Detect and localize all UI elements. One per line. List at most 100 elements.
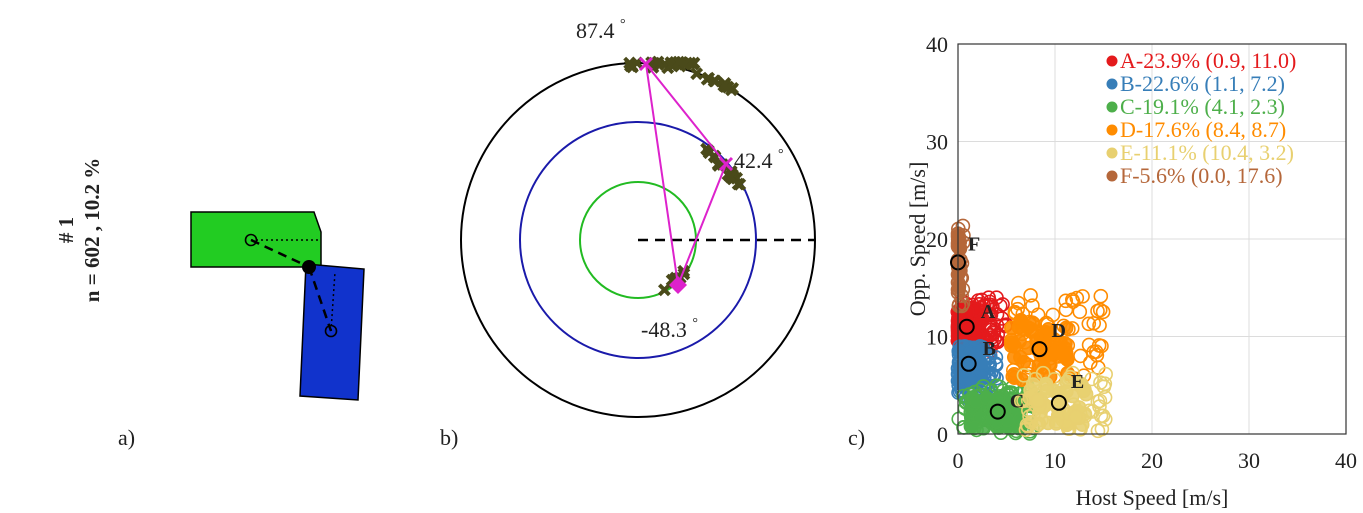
legend-marker-e	[1106, 147, 1118, 159]
y-tick-label: 30	[926, 130, 948, 155]
polar-angle-label-bottom-value: -48.3	[641, 317, 687, 342]
scatter-point-d	[1095, 304, 1111, 320]
scatter-point-e	[1039, 383, 1055, 399]
scatter-plot: AB C D E F 0 10 20 30 40 0 10 20 30 40 A-23.9% (0.9, …	[905, 32, 1357, 510]
y-tick-label: 20	[926, 227, 948, 252]
scatter-point-a	[982, 294, 998, 310]
polar-sample-marker	[690, 67, 704, 81]
x-tick-label: 0	[953, 448, 964, 473]
x-tick-label: 10	[1044, 448, 1066, 473]
polar-sample-marker	[717, 79, 731, 92]
scatter-point-d	[1029, 333, 1044, 349]
scatter-point-d	[1075, 289, 1090, 304]
panel-label-c: c)	[848, 425, 865, 450]
scatter-point-d	[1081, 316, 1097, 332]
cluster-label-e: E	[1071, 371, 1084, 393]
panel-label-b: b)	[440, 425, 458, 450]
y-tick-label: 10	[926, 325, 948, 350]
polar-marker-clusters	[623, 55, 747, 297]
polar-path-markers	[638, 56, 734, 294]
scatter-axes-box	[957, 43, 1347, 435]
scatter-point-d	[1042, 357, 1058, 372]
polar-sample-marker	[657, 283, 671, 297]
scatter-point-f	[951, 279, 967, 294]
polar-angle-label-top-value: 87.4	[576, 18, 615, 43]
degree-symbol: °	[692, 316, 698, 331]
scatter-point-d	[1023, 288, 1038, 303]
polar-sample-marker	[672, 55, 686, 69]
scatter-point-f	[955, 296, 971, 311]
scatter-point-e	[1048, 416, 1064, 431]
polar-plot: 87.4 ° 42.4 ° -48.3 °	[460, 17, 816, 418]
polar-x-marker-top	[638, 56, 654, 72]
legend-marker-d	[1106, 124, 1118, 136]
x-axis-label: Host Speed [m/s]	[1076, 485, 1229, 510]
scatter-point-f	[952, 240, 968, 256]
contact-line-host	[250, 238, 310, 269]
legend-entry-a: A-23.9% (0.9, 11.0)	[1120, 48, 1296, 73]
polar-path	[645, 63, 728, 289]
polar-sample-marker	[625, 59, 639, 73]
polar-x-marker-right	[718, 156, 734, 172]
scatter-point-e	[1030, 393, 1046, 409]
y-tick-label: 40	[926, 32, 948, 57]
legend-entry-f: F-5.6% (0.0, 17.6)	[1120, 163, 1283, 188]
legend-marker-a	[1106, 55, 1118, 67]
polar-diamond-marker	[669, 276, 687, 294]
cluster-center-a	[958, 318, 975, 335]
contact-point	[302, 260, 316, 274]
cluster-center-b	[960, 355, 977, 372]
side-label: # 1 n = 602 , 10.2 %	[54, 158, 104, 302]
legend-entry-e: E-11.1% (10.4, 3.2)	[1120, 140, 1294, 165]
scatter-point-d	[1092, 318, 1107, 333]
scatter-point-d	[1092, 302, 1108, 318]
scatter-point-e	[1093, 408, 1109, 424]
side-label-subtitle: n = 602 , 10.2 %	[80, 158, 104, 302]
scatter-legend: A-23.9% (0.9, 11.0)B-22.6% (1.1, 7.2)C-1…	[1106, 48, 1296, 188]
contact-line-opponent	[307, 266, 333, 332]
legend-entry-d: D-17.6% (8.4, 8.7)	[1120, 117, 1286, 142]
scatter-point-e	[1097, 411, 1113, 427]
legend-marker-c	[1106, 101, 1118, 113]
legend-entry-b: B-22.6% (1.1, 7.2)	[1120, 71, 1285, 96]
polar-sample-marker	[651, 55, 665, 69]
cluster-label-a: A	[981, 301, 996, 323]
vehicle-diagram	[190, 211, 365, 401]
polar-sample-marker	[700, 72, 714, 86]
polar-sample-marker	[724, 170, 737, 184]
cluster-label-d: D	[1051, 320, 1065, 342]
scatter-point-d	[1073, 348, 1088, 364]
scatter-point-d	[1011, 295, 1026, 311]
scatter-tick-labels: 0 10 20 30 40 0 10 20 30 40	[926, 32, 1357, 473]
scatter-point-e	[1068, 409, 1084, 424]
cluster-center-c	[989, 403, 1006, 420]
legend-entry-c: C-19.1% (4.1, 2.3)	[1120, 94, 1285, 119]
scatter-point-e	[1059, 384, 1074, 399]
panel-label-a: a)	[118, 425, 135, 450]
cluster-center-d	[1031, 341, 1048, 358]
scatter-point-d	[1007, 339, 1022, 354]
legend-marker-f	[1106, 170, 1118, 182]
scatter-point-e	[1031, 416, 1047, 432]
degree-symbol: °	[778, 147, 784, 162]
opponent-center-marker	[324, 324, 338, 338]
scatter-point-d	[1015, 321, 1031, 336]
polar-middle-circle	[519, 121, 757, 359]
scatter-point-d	[1025, 298, 1040, 314]
scatter-point-e	[1096, 379, 1112, 395]
host-center-marker	[244, 233, 258, 247]
scatter-point-e	[1023, 382, 1038, 398]
degree-symbol: °	[620, 17, 626, 32]
scatter-point-d	[1041, 322, 1056, 337]
x-tick-label: 30	[1238, 448, 1260, 473]
scatter-point-d	[1072, 304, 1088, 320]
side-label-title: # 1	[54, 217, 78, 243]
scatter-point-d	[1058, 320, 1074, 336]
scatter-point-c	[967, 420, 982, 436]
scatter-point-b	[989, 370, 1004, 386]
cluster-label-b: B	[983, 338, 996, 360]
scatter-point-e	[1076, 383, 1092, 399]
cluster-label-c: C	[1010, 391, 1024, 413]
scatter-point-d	[1069, 290, 1085, 306]
